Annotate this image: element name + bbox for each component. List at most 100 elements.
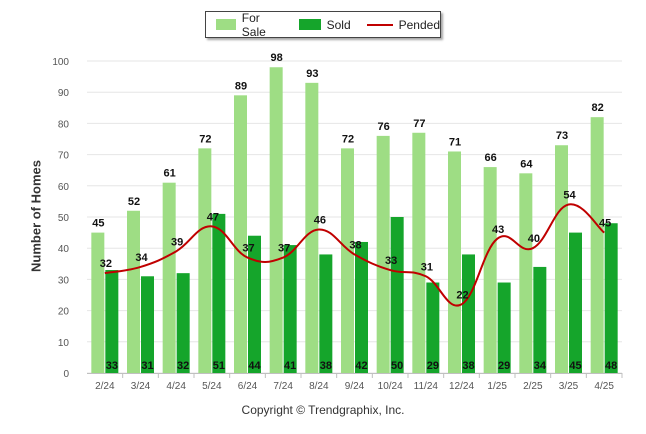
x-tick-label: 2/24 <box>95 381 115 392</box>
x-tick-label: 3/25 <box>559 381 579 392</box>
for-sale-value-label: 76 <box>378 121 390 133</box>
legend-label-pended: Pended <box>398 17 440 32</box>
for-sale-bar <box>305 82 319 373</box>
sold-value-label: 44 <box>248 360 261 372</box>
y-tick-label: 50 <box>58 213 70 224</box>
pended-value-label: 47 <box>207 211 219 223</box>
for-sale-value-label: 45 <box>92 218 104 230</box>
pended-value-label: 34 <box>135 252 148 264</box>
legend-label-sold: Sold <box>326 17 351 32</box>
for-sale-value-label: 66 <box>485 152 497 164</box>
x-tick-label: 3/24 <box>131 381 151 392</box>
pended-value-label: 32 <box>100 258 112 270</box>
sold-bar <box>248 235 261 373</box>
sold-bar <box>105 270 119 373</box>
sold-bar <box>533 266 547 373</box>
sold-bar <box>355 241 368 373</box>
y-tick-label: 60 <box>58 182 70 193</box>
y-tick-label: 40 <box>58 244 70 255</box>
pended-value-label: 40 <box>528 233 540 245</box>
for-sale-value-label: 77 <box>413 118 425 130</box>
sold-swatch <box>298 19 321 30</box>
sold-bar <box>569 232 582 373</box>
sold-value-label: 42 <box>355 360 367 372</box>
x-tick-label: 1/25 <box>487 381 507 392</box>
legend: For Sale Sold Pended <box>205 11 441 39</box>
sold-bar <box>319 254 333 373</box>
for-sale-bar <box>555 145 568 373</box>
sold-value-label: 38 <box>320 360 332 372</box>
for-sale-value-label: 72 <box>199 133 211 145</box>
pended-value-label: 22 <box>456 289 468 301</box>
sold-value-label: 41 <box>284 360 296 372</box>
pended-value-label: 37 <box>242 243 254 255</box>
sold-value-label: 32 <box>177 360 189 372</box>
x-tick-label: 9/24 <box>345 381 365 392</box>
x-tick-label: 4/24 <box>166 381 186 392</box>
y-tick-label: 0 <box>63 369 69 380</box>
x-tick-label: 7/24 <box>273 381 293 392</box>
sold-bar <box>604 223 618 373</box>
legend-item-sold[interactable]: Sold <box>298 17 351 32</box>
for-sale-bar <box>127 210 140 373</box>
y-tick-label: 90 <box>58 88 70 99</box>
x-tick-label: 11/24 <box>414 381 439 392</box>
x-tick-label: 5/24 <box>202 381 222 392</box>
for-sale-value-label: 82 <box>592 102 604 114</box>
for-sale-value-label: 98 <box>271 52 283 64</box>
y-tick-label: 10 <box>58 338 70 349</box>
y-tick-label: 30 <box>58 275 70 286</box>
pended-value-label: 43 <box>492 224 504 236</box>
sold-bar <box>390 217 404 373</box>
for-sale-bar <box>269 67 283 374</box>
for-sale-bar <box>376 135 390 373</box>
for-sale-value-label: 72 <box>342 133 354 145</box>
pended-value-label: 39 <box>171 236 183 248</box>
pended-value-label: 38 <box>349 239 361 251</box>
pended-swatch <box>366 23 393 26</box>
pended-value-label: 54 <box>563 190 576 202</box>
for-sale-bar <box>91 232 105 373</box>
for-sale-bar <box>590 117 604 373</box>
x-tick-label: 2/25 <box>523 381 543 392</box>
for-sale-value-label: 71 <box>449 136 461 148</box>
for-sale-bar <box>519 173 533 373</box>
sold-bar <box>426 282 440 373</box>
pended-value-label: 31 <box>421 261 433 273</box>
for-sale-bar <box>448 151 461 373</box>
sold-bar <box>497 282 511 373</box>
for-sale-bar <box>412 132 426 373</box>
for-sale-bar <box>341 148 354 373</box>
x-tick-label: 4/25 <box>594 381 614 392</box>
pended-value-label: 45 <box>599 218 611 230</box>
y-tick-label: 70 <box>58 151 70 162</box>
sold-value-label: 50 <box>391 360 403 372</box>
y-tick-label: 80 <box>58 119 70 130</box>
pended-value-label: 46 <box>314 214 326 226</box>
legend-item-for-sale[interactable]: For Sale <box>216 11 283 39</box>
sold-value-label: 48 <box>605 360 617 372</box>
for-sale-bar <box>162 182 176 373</box>
sold-value-label: 45 <box>569 360 581 372</box>
sold-bar <box>283 245 297 373</box>
y-tick-label: 20 <box>58 307 70 318</box>
for-sale-value-label: 73 <box>556 130 568 142</box>
y-tick-label: 100 <box>52 57 69 68</box>
pended-value-label: 33 <box>385 255 397 267</box>
for-sale-value-label: 64 <box>520 158 533 170</box>
legend-item-pended[interactable]: Pended <box>366 17 440 32</box>
for-sale-swatch <box>216 19 236 30</box>
sold-bar <box>212 213 226 373</box>
copyright-text: Copyright © Trendgraphix, Inc. <box>241 403 405 417</box>
y-axis-title: Number of Homes <box>28 160 44 272</box>
sold-bar <box>462 254 475 373</box>
for-sale-bar <box>483 167 497 373</box>
for-sale-value-label: 52 <box>128 196 140 208</box>
pended-value-label: 37 <box>278 243 290 255</box>
legend-label-for-sale: For Sale <box>241 10 266 39</box>
sold-value-label: 33 <box>106 360 118 372</box>
x-tick-label: 8/24 <box>309 381 329 392</box>
sold-value-label: 29 <box>427 360 439 372</box>
sold-value-label: 51 <box>213 360 225 372</box>
